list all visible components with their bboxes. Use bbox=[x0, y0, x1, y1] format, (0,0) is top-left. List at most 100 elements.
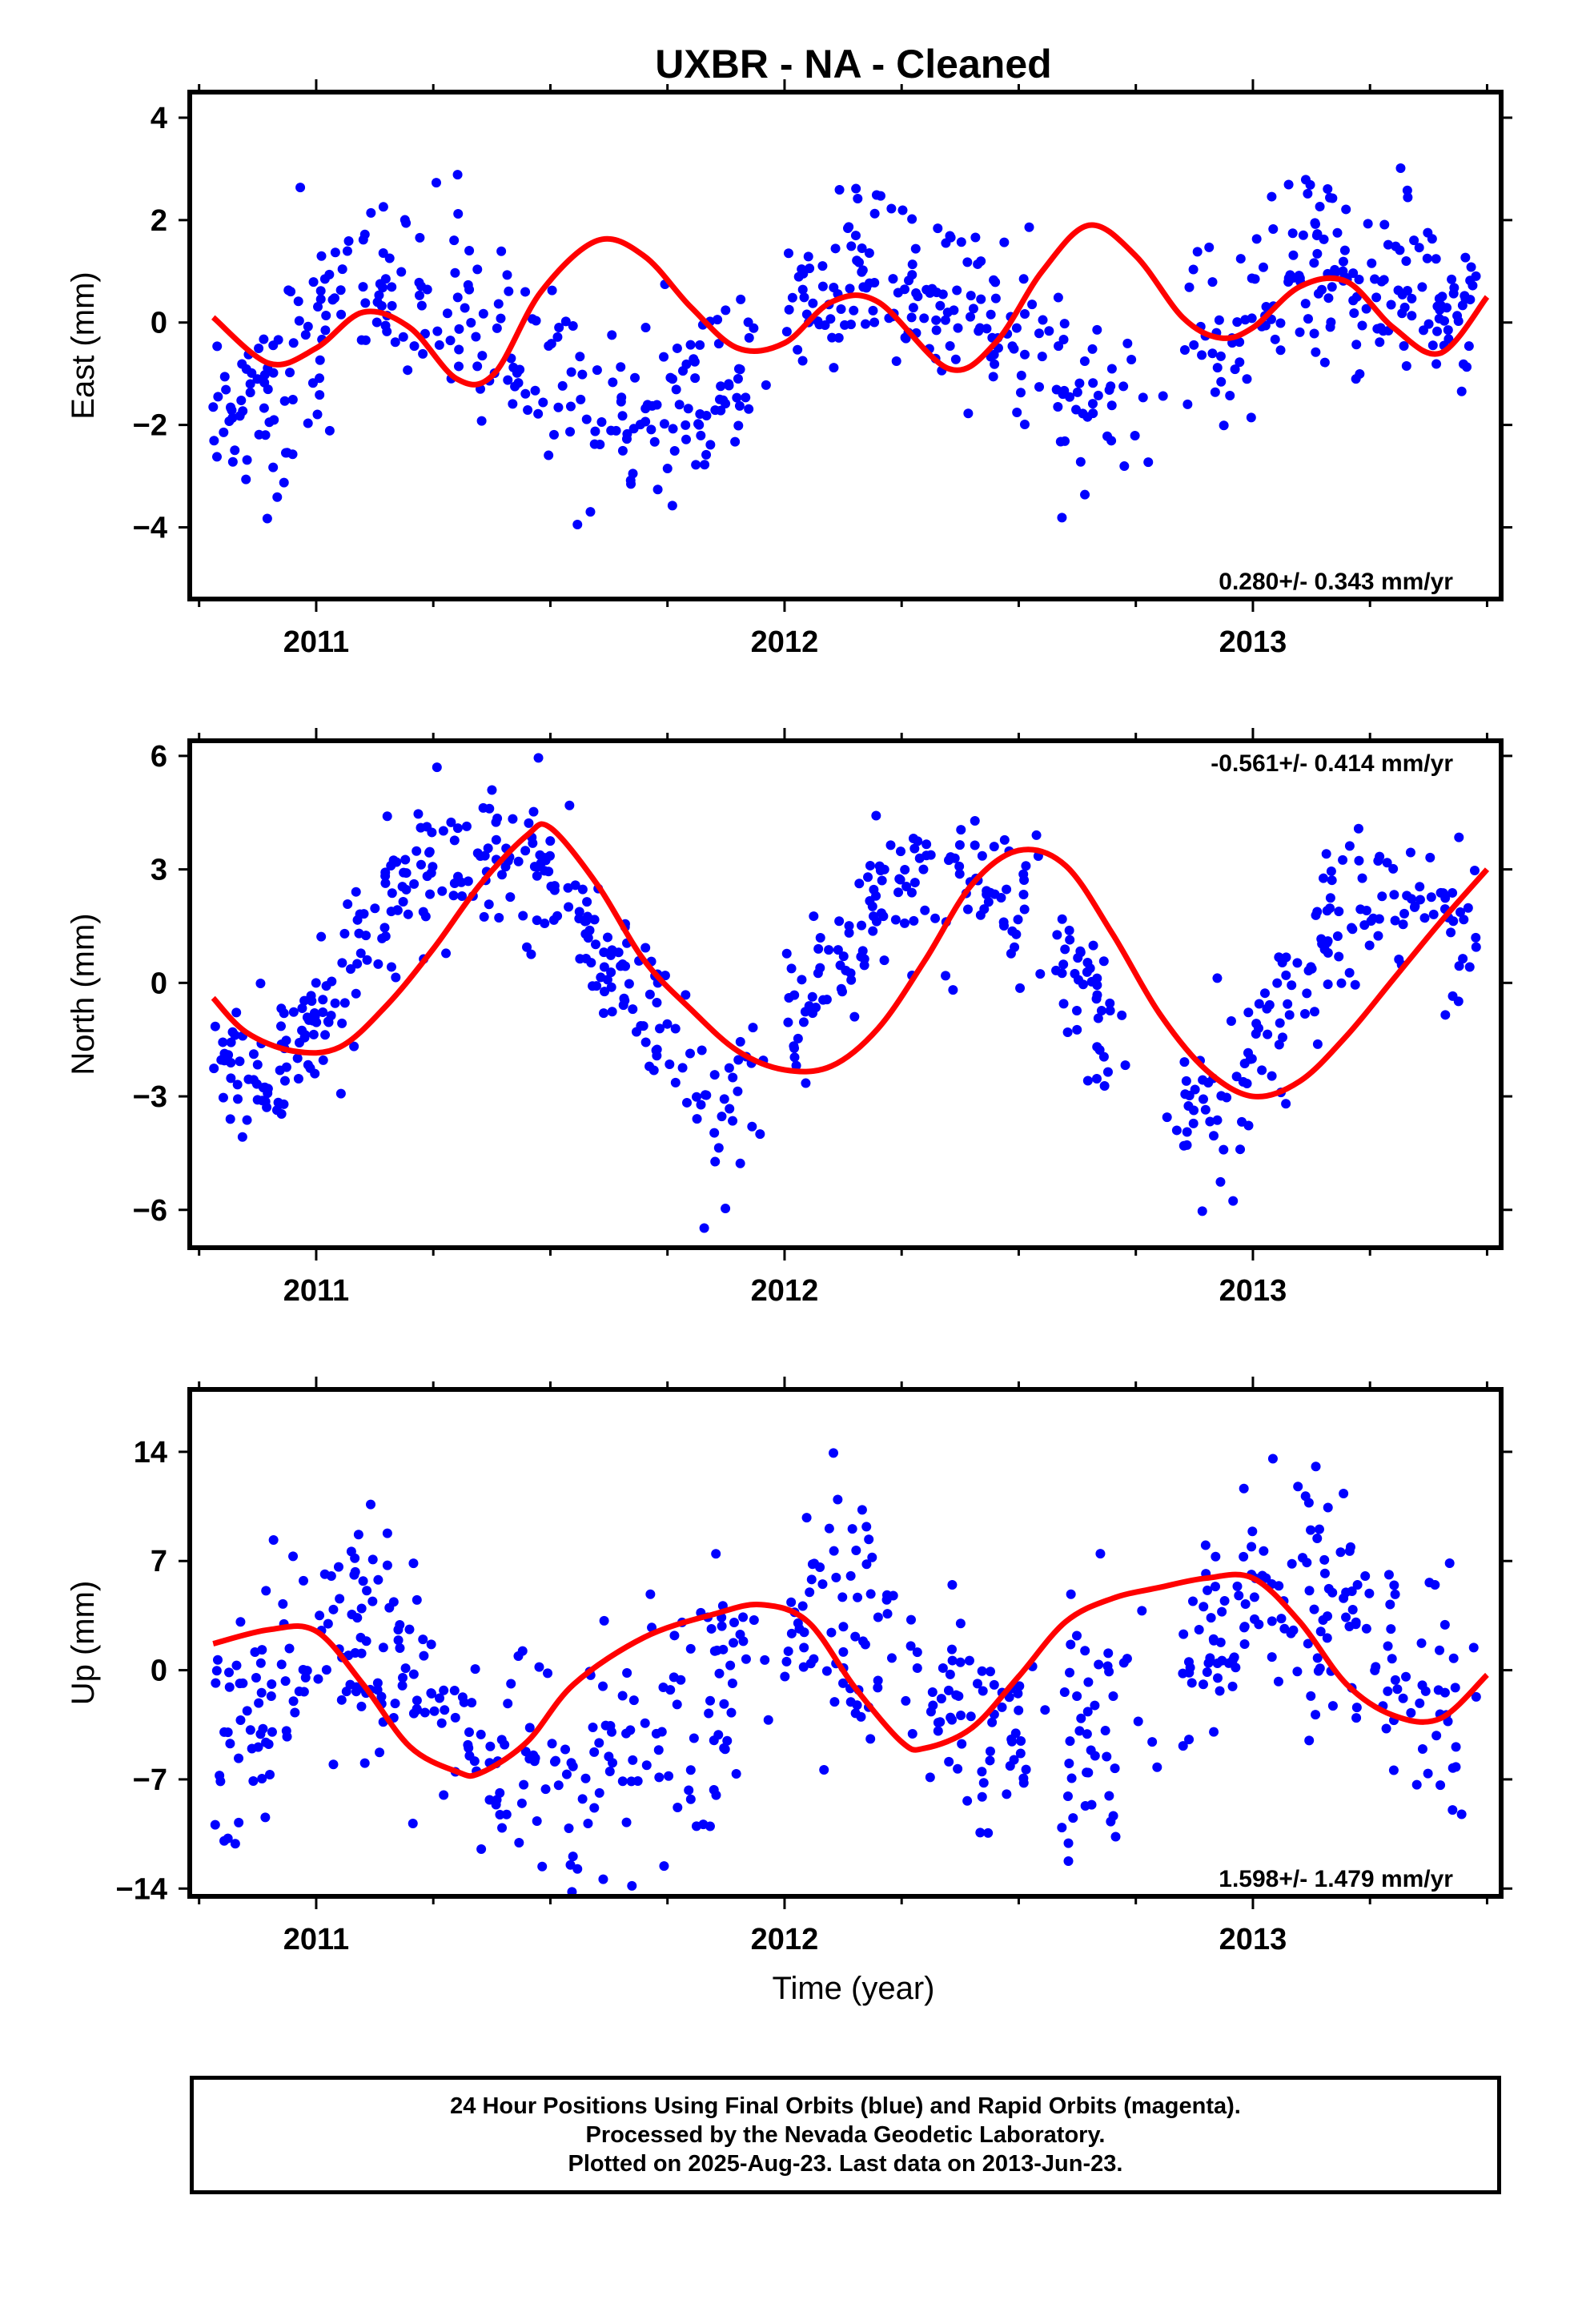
data-point bbox=[1189, 340, 1199, 350]
data-point bbox=[599, 1615, 609, 1626]
data-point bbox=[886, 1653, 897, 1663]
data-point bbox=[651, 1045, 661, 1055]
data-point bbox=[1298, 1553, 1308, 1563]
data-point bbox=[1306, 1691, 1316, 1701]
data-point bbox=[483, 843, 493, 854]
data-point bbox=[659, 1861, 669, 1872]
data-point bbox=[520, 1747, 531, 1757]
data-point bbox=[1319, 234, 1329, 244]
data-point bbox=[1274, 1039, 1284, 1050]
data-point bbox=[781, 327, 792, 337]
data-point bbox=[697, 1045, 707, 1055]
data-point bbox=[496, 313, 506, 324]
data-point bbox=[1312, 1653, 1323, 1663]
data-point bbox=[1190, 1084, 1200, 1095]
data-point bbox=[225, 1739, 235, 1749]
data-point bbox=[798, 1017, 809, 1027]
data-point bbox=[717, 1112, 727, 1122]
data-point bbox=[232, 1080, 243, 1090]
data-point bbox=[1239, 1639, 1250, 1650]
data-point bbox=[310, 1068, 320, 1079]
data-point bbox=[380, 878, 391, 888]
data-point bbox=[582, 911, 592, 922]
data-point bbox=[1351, 340, 1362, 350]
data-point bbox=[1303, 314, 1313, 324]
data-point bbox=[729, 1638, 739, 1648]
data-point bbox=[436, 1718, 447, 1728]
data-point bbox=[219, 372, 230, 382]
data-point bbox=[400, 1663, 411, 1674]
data-point bbox=[733, 1055, 744, 1065]
data-point bbox=[1349, 308, 1359, 319]
data-point bbox=[613, 947, 624, 958]
data-point bbox=[1403, 192, 1413, 203]
data-point bbox=[504, 286, 514, 296]
data-point bbox=[544, 450, 554, 460]
data-point bbox=[431, 178, 441, 188]
data-point bbox=[735, 1630, 745, 1640]
data-point bbox=[1399, 341, 1409, 352]
data-point bbox=[414, 290, 424, 300]
data-point bbox=[1057, 1823, 1067, 1833]
data-point bbox=[335, 285, 346, 296]
data-point bbox=[227, 456, 238, 467]
data-point bbox=[337, 958, 347, 968]
data-point bbox=[871, 190, 881, 200]
data-point bbox=[400, 215, 410, 225]
data-point bbox=[920, 905, 930, 915]
data-point bbox=[1456, 386, 1467, 396]
data-point bbox=[1272, 978, 1283, 988]
data-point bbox=[212, 1655, 223, 1665]
data-point bbox=[748, 1023, 758, 1033]
data-point bbox=[1239, 1058, 1250, 1068]
data-point bbox=[216, 1055, 227, 1065]
data-point bbox=[863, 872, 873, 883]
data-point bbox=[628, 1004, 638, 1015]
data-point bbox=[869, 277, 880, 287]
data-point bbox=[655, 1023, 665, 1034]
data-point bbox=[886, 203, 897, 214]
data-point bbox=[1219, 420, 1229, 431]
data-point bbox=[243, 1074, 254, 1084]
data-point bbox=[1367, 258, 1377, 268]
data-point bbox=[931, 325, 942, 336]
data-point bbox=[1002, 884, 1012, 895]
data-point bbox=[396, 267, 407, 277]
data-point bbox=[973, 259, 983, 269]
data-point bbox=[454, 361, 464, 372]
data-point bbox=[953, 1763, 963, 1774]
data-point bbox=[554, 323, 564, 333]
data-point bbox=[1447, 1763, 1458, 1773]
x-tick-label: 2012 bbox=[751, 1274, 819, 1308]
data-point bbox=[1371, 292, 1382, 303]
data-point bbox=[532, 862, 542, 872]
data-point bbox=[596, 972, 606, 983]
data-point bbox=[799, 1627, 809, 1638]
data-point bbox=[1006, 1734, 1017, 1744]
data-point bbox=[705, 440, 716, 450]
data-point bbox=[295, 183, 306, 193]
data-point bbox=[1323, 293, 1334, 304]
data-point bbox=[1137, 1606, 1147, 1616]
data-point bbox=[540, 1784, 551, 1795]
data-point bbox=[403, 365, 413, 376]
data-point bbox=[749, 1614, 759, 1625]
data-point bbox=[300, 1030, 311, 1040]
data-point bbox=[871, 916, 881, 927]
data-point bbox=[315, 1610, 325, 1621]
data-point bbox=[605, 950, 616, 960]
data-point bbox=[857, 920, 867, 931]
data-point bbox=[853, 257, 864, 267]
data-point bbox=[834, 916, 845, 927]
data-point bbox=[568, 1761, 578, 1771]
data-point bbox=[797, 356, 808, 366]
data-point bbox=[1120, 1060, 1130, 1071]
data-point bbox=[1344, 841, 1355, 851]
data-point bbox=[577, 1794, 588, 1804]
data-point bbox=[1188, 1118, 1199, 1128]
data-point bbox=[1242, 1078, 1252, 1088]
data-point bbox=[668, 374, 678, 384]
data-point bbox=[1100, 1726, 1110, 1736]
data-point bbox=[1263, 1029, 1273, 1039]
data-point bbox=[1332, 931, 1343, 941]
